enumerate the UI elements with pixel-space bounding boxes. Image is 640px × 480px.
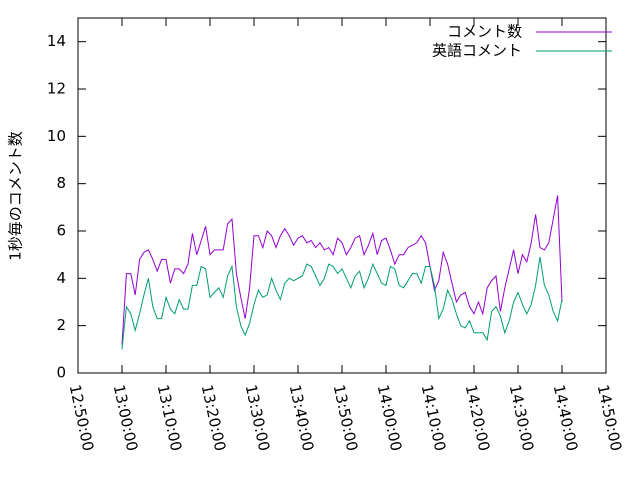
y-tick-label: 6 [56,222,66,240]
x-tick-label: 14:20:00 [462,383,494,453]
legend-label: 英語コメント [432,42,522,60]
y-tick-label: 4 [56,269,66,287]
y-tick-label: 0 [56,364,66,382]
x-tick-label: 13:20:00 [198,383,230,453]
x-tick-label: 14:30:00 [506,383,538,453]
x-tick-label: 14:00:00 [374,383,406,453]
x-tick-label: 12:50:00 [66,383,98,453]
y-tick-label: 12 [47,80,66,98]
x-tick-label: 13:50:00 [330,383,362,453]
x-tick-label: 14:10:00 [418,383,450,453]
x-tick-label: 14:50:00 [594,383,626,453]
y-tick-label: 14 [47,32,66,50]
series-line [121,256,563,350]
x-tick-label: 13:10:00 [154,383,186,453]
y-tick-label: 2 [56,316,66,334]
y-axis-label: 1秒毎のコメント数 [7,131,25,261]
x-tick-label: 13:30:00 [242,383,274,453]
x-tick-label: 14:40:00 [550,383,582,453]
series-line [121,195,563,345]
legend-label: コメント数 [447,23,522,41]
x-tick-label: 13:40:00 [286,383,318,453]
y-tick-label: 10 [47,127,66,145]
plot-frame [77,17,607,374]
y-tick-label: 8 [56,174,66,192]
x-tick-label: 13:00:00 [110,383,142,453]
